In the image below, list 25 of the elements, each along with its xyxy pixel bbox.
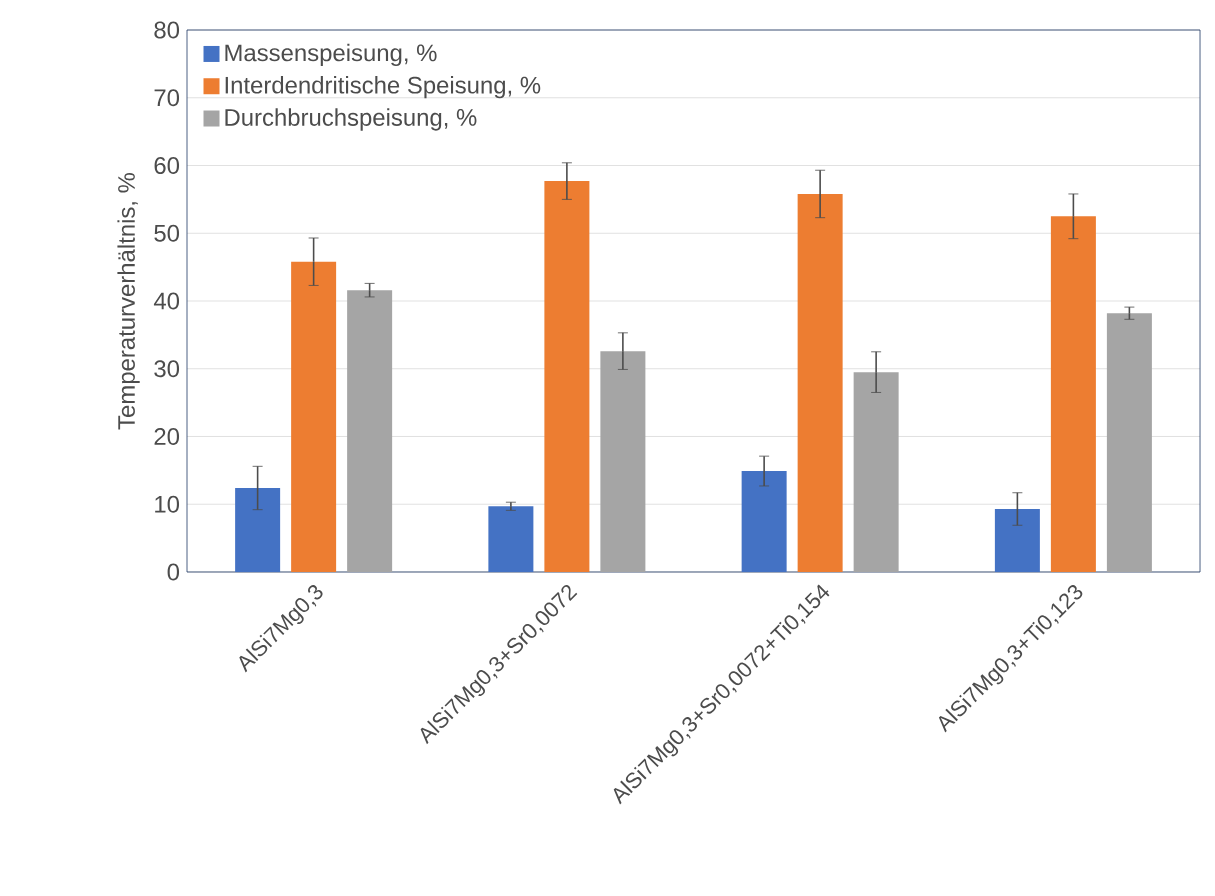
bar [235, 487, 281, 572]
y-tick-label: 50 [154, 224, 180, 242]
bar [1106, 313, 1152, 572]
bar [347, 290, 393, 572]
bar [291, 261, 337, 572]
y-tick-label: 70 [154, 89, 180, 107]
y-axis-title: Temperaturverhältnis, % [117, 172, 140, 430]
bar [994, 508, 1040, 572]
y-tick-label: 60 [154, 157, 180, 174]
y-tick-label: 30 [154, 360, 180, 378]
y-tick-label: 0 [167, 563, 180, 581]
y-tick-label: 10 [155, 495, 180, 513]
bar [853, 372, 899, 572]
bar [1050, 216, 1096, 572]
y-tick-label: 80 [154, 21, 180, 39]
bar [741, 471, 787, 572]
bar [600, 351, 646, 572]
legend-label: Massenspeisung, % [225, 43, 437, 67]
y-tick-label: 20 [154, 428, 180, 445]
legend-label: Interdendritische Speisung, % [225, 76, 541, 99]
y-tick-label: 40 [153, 292, 180, 310]
legend-label: Durchbruchspeisung, % [225, 108, 477, 131]
bar [544, 181, 590, 572]
bar [488, 506, 534, 572]
bar [797, 193, 843, 572]
